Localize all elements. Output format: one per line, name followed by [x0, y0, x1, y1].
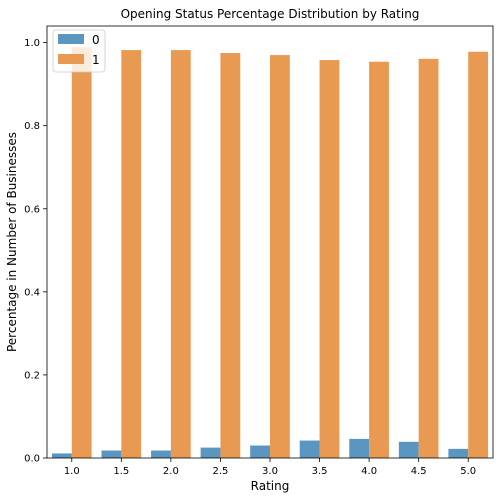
- chart-title: Opening Status Percentage Distribution b…: [121, 7, 420, 21]
- legend-label-1: 1: [92, 53, 100, 67]
- y-tick-label: 0.8: [24, 121, 40, 132]
- bar-series-1-1.0: [71, 47, 92, 458]
- x-tick-label: 3.5: [312, 466, 328, 477]
- x-tick-label: 2.0: [163, 466, 179, 477]
- x-tick-label: 2.5: [212, 466, 228, 477]
- x-tick-label: 5.0: [460, 466, 476, 477]
- y-tick-label: 0.4: [24, 287, 40, 298]
- legend-swatch-0: [58, 34, 84, 44]
- bar-series-0-1.0: [51, 453, 72, 458]
- x-tick-label: 4.0: [361, 466, 377, 477]
- x-tick-label: 4.5: [411, 466, 427, 477]
- bar-series-0-3.5: [299, 440, 320, 458]
- bar-series-0-4.0: [349, 438, 370, 458]
- bar-series-0-3.0: [250, 445, 270, 458]
- y-axis-ticks: 0.0 0.2 0.4 0.6 0.8 1.0: [24, 38, 47, 465]
- bar-series-1-1.5: [121, 50, 142, 458]
- legend-swatch-1: [58, 54, 84, 64]
- y-tick-label: 0.2: [24, 370, 40, 381]
- x-axis-title: Rating: [251, 479, 290, 493]
- bar-series-1-2.5: [220, 53, 241, 458]
- legend-label-0: 0: [92, 33, 100, 47]
- bars-group: [51, 47, 489, 459]
- y-axis-title: Percentage in Number of Businesses: [5, 132, 19, 352]
- bar-series-0-4.5: [398, 441, 419, 458]
- bar-series-0-1.5: [101, 450, 122, 458]
- bar-series-1-3.0: [270, 55, 290, 458]
- plot-frame: [46, 25, 494, 459]
- x-tick-label: 3.0: [262, 466, 278, 477]
- bar-series-1-4.5: [418, 58, 439, 459]
- bar-series-0-5.0: [448, 448, 469, 458]
- bar-series-1-5.0: [468, 51, 489, 458]
- bar-series-0-2.5: [200, 447, 221, 458]
- x-tick-label: 1.0: [64, 466, 80, 477]
- legend: 01: [52, 29, 106, 73]
- bar-series-1-3.5: [319, 60, 340, 459]
- y-tick-label: 1.0: [24, 38, 40, 49]
- bar-series-0-2.0: [151, 450, 171, 458]
- bar-series-1-4.0: [369, 61, 389, 458]
- bar-series-1-2.0: [170, 50, 191, 458]
- x-axis-ticks: 1.0 1.5 2.0 2.5 3.0 3.5 4.0 4.5 5.0: [64, 458, 476, 477]
- y-tick-label: 0.0: [24, 454, 40, 465]
- x-tick-label: 1.5: [113, 466, 129, 477]
- y-tick-label: 0.6: [24, 204, 40, 215]
